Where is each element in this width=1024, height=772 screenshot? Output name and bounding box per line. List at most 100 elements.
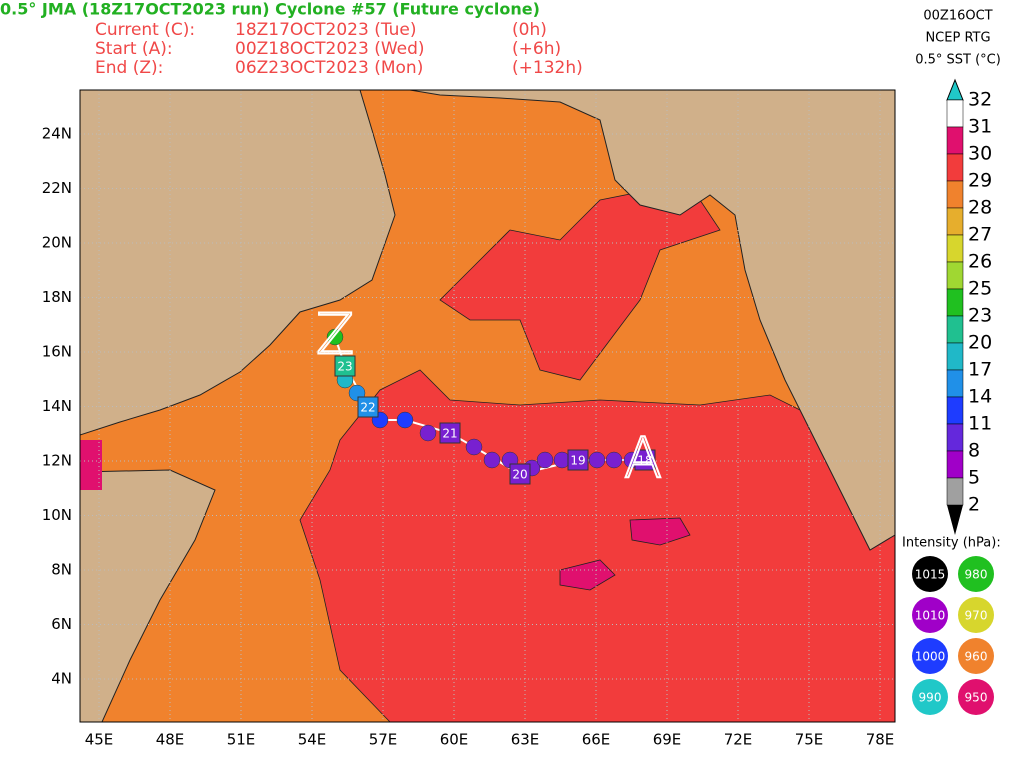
track-point — [326, 328, 344, 346]
track-marker: A — [624, 426, 662, 491]
axes: 24N 22N 20N 18N 16N 14N 12N 10N 8N 6N 4N 45E 48E 51E 5… — [42, 125, 895, 749]
legend-swatch — [958, 679, 994, 715]
colorbar-label: 31 — [968, 116, 992, 138]
colorbar-segment — [946, 99, 964, 128]
colorbar-segment — [946, 396, 964, 425]
legend-swatch — [958, 638, 994, 674]
legend-label: 960 — [965, 650, 988, 664]
map-frame — [79, 89, 896, 723]
track-day-marker — [567, 449, 589, 471]
track-day-marker — [334, 355, 356, 377]
legend-swatch — [912, 679, 948, 715]
lon-label: 69E — [653, 731, 682, 749]
land — [80, 469, 216, 722]
lat-label: 16N — [42, 343, 72, 361]
legend-swatch — [912, 638, 948, 674]
lon-label: 75E — [795, 731, 824, 749]
colorbar-segment — [946, 477, 964, 506]
header-text: (0h) — [512, 20, 547, 40]
colorbar-segment — [946, 180, 964, 209]
legend-swatch — [912, 556, 948, 592]
lat-label: 8N — [51, 561, 72, 579]
lat-label: 22N — [42, 179, 72, 197]
track-point — [465, 438, 483, 456]
colorbar-label: 29 — [968, 170, 992, 192]
lon-label: 63E — [511, 731, 540, 749]
header-text: 18Z17OCT2023 (Tue) — [235, 20, 417, 40]
track-point — [605, 451, 623, 469]
colorbar-label: 8 — [968, 440, 980, 462]
colorbar-label: 20 — [968, 332, 992, 354]
colorbar-segment — [946, 126, 964, 155]
legend-swatch — [958, 556, 994, 592]
header-text: Current (C): — [95, 20, 195, 40]
legend-label: 970 — [965, 609, 988, 623]
track-point — [483, 451, 501, 469]
track-point — [419, 424, 437, 442]
lat-label: 12N — [42, 452, 72, 470]
legend: Intensity (hPa): 1015 980 1010 970 1000 960 990… — [902, 536, 1001, 715]
colorbar-segment — [946, 315, 964, 344]
colorbar-label: 27 — [968, 224, 992, 246]
colorbar-label: 5 — [968, 467, 980, 489]
legend-label: 1010 — [915, 609, 946, 623]
header-text: 00Z18OCT2023 (Wed) — [235, 39, 425, 59]
header-text: (+132h) — [512, 58, 583, 78]
colorbar-label: 26 — [968, 251, 992, 273]
colorbar-segment — [946, 261, 964, 290]
grid — [80, 90, 895, 722]
colorbar-arrow — [946, 78, 964, 101]
track-day-label: 18 — [637, 454, 652, 468]
colorbar-label: 23 — [968, 305, 992, 327]
header-text: Start (A): — [95, 39, 173, 59]
colorbar-label: 14 — [968, 386, 992, 408]
colorbar-label: 2 — [968, 494, 980, 516]
colorbar-segment — [946, 288, 964, 317]
lat-label: 6N — [51, 615, 72, 633]
lon-label: 45E — [85, 731, 114, 749]
sst-31 — [559, 517, 691, 591]
lon-label: 51E — [227, 731, 256, 749]
colorbar-segment — [946, 369, 964, 398]
title: 0.5° JMA (18Z17OCT2023 run) Cyclone #57 … — [0, 0, 540, 19]
sst-31 — [80, 440, 102, 490]
colorbar-segment — [946, 423, 964, 452]
lon-label: 57E — [369, 731, 398, 749]
colorbar-segment — [946, 207, 964, 236]
legend-swatch — [958, 597, 994, 633]
track: 23 22 21 20 19 18 Z A — [315, 301, 663, 492]
lat-label: 10N — [42, 506, 72, 524]
lat-label: 14N — [42, 397, 72, 415]
legend-label: 1000 — [915, 650, 946, 664]
track-point — [536, 451, 554, 469]
track-day-label: 21 — [442, 427, 457, 441]
legend-label: 980 — [965, 568, 988, 582]
colorbar-segment — [946, 234, 964, 263]
top-right-text: NCEP RTG — [925, 31, 990, 46]
legend-swatch — [912, 597, 948, 633]
colorbar-label: 32 — [968, 89, 992, 111]
lon-label: 60E — [440, 731, 469, 749]
track-day-marker — [357, 396, 379, 418]
top-right-text: 0.5° SST (°C) — [915, 53, 1001, 68]
track-day-label: 20 — [512, 468, 527, 482]
lon-label: 48E — [156, 731, 185, 749]
colorbar-label: 25 — [968, 278, 992, 300]
lon-label: 72E — [724, 731, 753, 749]
legend-label: 990 — [919, 691, 942, 705]
lon-label: 66E — [582, 731, 611, 749]
top-right: 00Z16OCT NCEP RTG 0.5° SST (°C) — [915, 9, 1001, 68]
colorbar-segment — [946, 153, 964, 182]
legend-label: 1015 — [915, 568, 946, 582]
lat-label: 4N — [51, 670, 72, 688]
colorbar: 32 31 30 29 28 27 26 25 23 20 17 14 11 8 5 2 — [946, 78, 992, 535]
track-day-label: 23 — [337, 360, 352, 374]
colorbar-segment — [946, 342, 964, 371]
colorbar-label: 17 — [968, 359, 992, 381]
lon-label: 54E — [298, 731, 327, 749]
header-text: (+6h) — [512, 39, 561, 59]
lat-label: 24N — [42, 125, 72, 143]
colorbar-label: 28 — [968, 197, 992, 219]
track-day-marker — [634, 449, 656, 471]
